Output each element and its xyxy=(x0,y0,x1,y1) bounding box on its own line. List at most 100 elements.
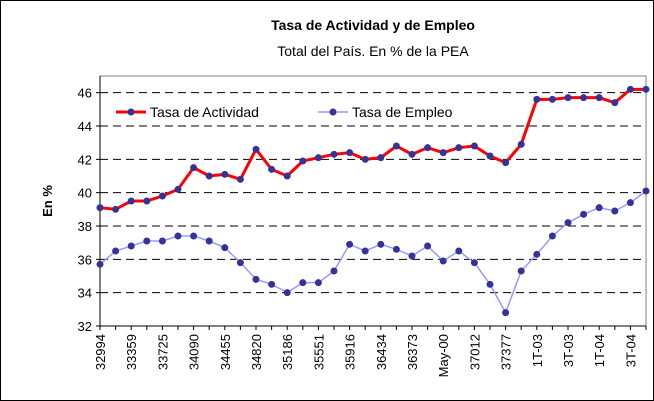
x-tick-label: 37377 xyxy=(499,334,514,370)
chart-title: Tasa de Actividad y de Empleo xyxy=(271,17,475,33)
x-tick-label: 34090 xyxy=(187,334,202,370)
data-point xyxy=(314,279,322,287)
data-point xyxy=(626,85,634,93)
data-point xyxy=(408,150,416,158)
data-point xyxy=(548,95,556,103)
data-point xyxy=(455,144,463,152)
data-point xyxy=(517,267,525,275)
data-point xyxy=(346,149,354,157)
data-point xyxy=(346,240,354,248)
data-point xyxy=(439,257,447,265)
data-point xyxy=(502,159,510,167)
legend-label: Tasa de Empleo xyxy=(352,104,453,120)
y-tick-label: 32 xyxy=(78,319,92,334)
data-point xyxy=(392,245,400,253)
data-point xyxy=(533,250,541,258)
x-tick-label: 34455 xyxy=(218,334,233,370)
x-tick-label: 34820 xyxy=(249,334,264,370)
x-tick-label: 35186 xyxy=(280,334,295,370)
data-point xyxy=(580,210,588,218)
data-point xyxy=(158,237,166,245)
data-point xyxy=(174,232,182,240)
data-point xyxy=(626,199,634,207)
x-tick-label: 1T-03 xyxy=(530,334,545,367)
data-point xyxy=(299,279,307,287)
data-point xyxy=(205,237,213,245)
data-point xyxy=(127,197,135,205)
data-point xyxy=(642,187,650,195)
data-point xyxy=(377,240,385,248)
data-point xyxy=(283,172,291,180)
data-point xyxy=(143,237,151,245)
x-tick-label: 32994 xyxy=(93,334,108,370)
data-point xyxy=(377,154,385,162)
data-point xyxy=(455,247,463,255)
x-tick-label: 35551 xyxy=(311,334,326,370)
data-point xyxy=(112,205,120,213)
y-tick-label: 38 xyxy=(78,219,92,234)
data-point xyxy=(268,280,276,288)
data-point xyxy=(190,232,198,240)
data-point xyxy=(595,94,603,102)
data-point xyxy=(221,244,229,252)
data-point xyxy=(533,95,541,103)
data-point xyxy=(611,99,619,107)
x-tick-label: May-00 xyxy=(436,334,451,377)
data-point xyxy=(595,204,603,212)
x-tick-label: 37012 xyxy=(467,334,482,370)
data-point xyxy=(548,232,556,240)
data-point xyxy=(486,280,494,288)
data-point xyxy=(96,204,104,212)
legend-marker xyxy=(329,108,337,116)
data-point xyxy=(205,172,213,180)
data-point xyxy=(424,144,432,152)
y-tick-label: 46 xyxy=(78,86,92,101)
data-point xyxy=(330,267,338,275)
data-point xyxy=(158,192,166,200)
y-tick-label: 34 xyxy=(78,286,92,301)
data-point xyxy=(486,152,494,160)
data-point xyxy=(252,275,260,283)
data-point xyxy=(174,185,182,193)
y-tick-label: 44 xyxy=(78,119,92,134)
data-point xyxy=(439,149,447,157)
data-point xyxy=(143,197,151,205)
data-point xyxy=(283,289,291,297)
x-tick-label: 3T-03 xyxy=(561,334,576,367)
y-tick-label: 42 xyxy=(78,152,92,167)
legend-marker xyxy=(127,108,135,116)
data-point xyxy=(580,94,588,102)
data-point xyxy=(517,140,525,148)
x-tick-label: 1T-04 xyxy=(592,334,607,367)
data-point xyxy=(470,142,478,150)
data-point xyxy=(392,142,400,150)
chart-subtitle: Total del País. En % de la PEA xyxy=(277,43,469,59)
data-point xyxy=(564,219,572,227)
data-point xyxy=(96,260,104,268)
data-point xyxy=(299,157,307,165)
data-point xyxy=(268,165,276,173)
data-point xyxy=(252,145,260,153)
data-point xyxy=(564,94,572,102)
plot-area xyxy=(99,75,647,327)
legend-label: Tasa de Actividad xyxy=(150,104,259,120)
data-point xyxy=(190,164,198,172)
data-point xyxy=(424,242,432,250)
y-axis-label: En % xyxy=(40,185,55,217)
data-point xyxy=(236,175,244,183)
data-point xyxy=(330,150,338,158)
data-point xyxy=(470,259,478,267)
data-point xyxy=(127,242,135,250)
data-point xyxy=(314,154,322,162)
y-tick-label: 36 xyxy=(78,252,92,267)
x-tick-label: 35916 xyxy=(343,334,358,370)
x-tick-label: 33725 xyxy=(155,334,170,370)
x-tick-label: 33359 xyxy=(124,334,139,370)
data-point xyxy=(361,247,369,255)
y-tick-label: 40 xyxy=(78,186,92,201)
data-point xyxy=(611,207,619,215)
data-point xyxy=(361,155,369,163)
data-point xyxy=(112,247,120,255)
data-point xyxy=(408,252,416,260)
